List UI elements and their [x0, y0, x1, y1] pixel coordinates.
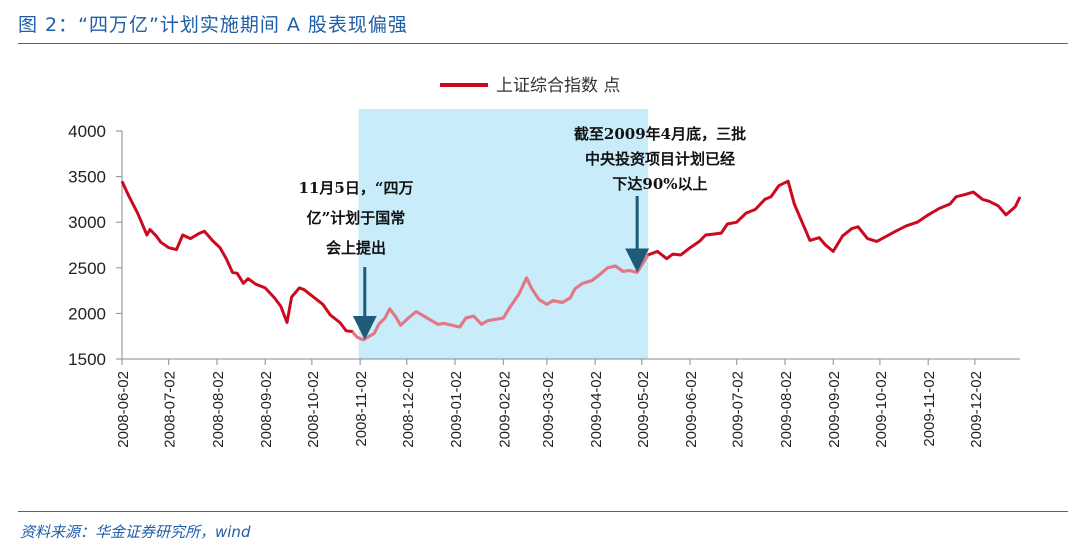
annotation-text-line: 下达90%以上 [612, 175, 707, 193]
x-tick-label: 2008-12-02 [400, 371, 417, 448]
x-tick-label: 2009-10-02 [873, 371, 890, 448]
annotation-text-line: 中央投资项目计划已经 [585, 150, 735, 168]
footer-rule [18, 511, 1068, 512]
legend: 上证综合指数 点 [440, 76, 620, 96]
x-tick-label: 2009-03-02 [540, 371, 557, 448]
y-tick-label: 2500 [68, 259, 106, 278]
series-line [120, 179, 1022, 342]
x-tick-label: 2008-06-02 [115, 371, 132, 448]
annotation-text-line: 截至2009年4月底，三批 [574, 125, 746, 143]
y-tick-label: 3500 [68, 168, 106, 187]
x-tick-label: 2009-02-02 [496, 371, 513, 448]
x-tick-label: 2008-11-02 [353, 371, 370, 447]
highlight-band [358, 109, 649, 359]
x-tick-label: 2008-09-02 [258, 371, 275, 448]
x-tick-label: 2008-10-02 [305, 371, 322, 448]
annotation-text-line: 11月5日，“四万 [299, 179, 414, 197]
x-tick-label: 2009-05-02 [635, 371, 652, 448]
x-tick-label: 2008-08-02 [210, 371, 227, 448]
y-tick-label: 1500 [68, 350, 106, 369]
x-tick-label: 2009-06-02 [683, 371, 700, 448]
annotation-text-line: 会上提出 [326, 239, 386, 257]
legend-label: 上证综合指数 点 [496, 76, 620, 96]
x-tick-label: 2009-04-02 [588, 371, 605, 448]
x-tick-label: 2009-01-02 [448, 371, 465, 448]
x-tick-label: 2009-07-02 [730, 371, 747, 448]
x-tick-label: 2009-09-02 [826, 371, 843, 448]
y-tick-label: 2000 [68, 304, 106, 323]
series-line-highlight-tint [351, 254, 650, 342]
source-note: 资料来源：华金证券研究所，wind [20, 523, 251, 541]
annotation-text-line: 亿”计划于国常 [307, 209, 406, 227]
x-tick-label: 2008-07-02 [162, 371, 179, 448]
x-tick-label: 2009-08-02 [778, 371, 795, 448]
x-tick-label: 2009-12-02 [968, 371, 985, 448]
series-group [120, 179, 1022, 342]
x-tick-label: 2009-11-02 [921, 371, 938, 447]
title-rule [18, 43, 1068, 44]
axes: 1500 2000 2500 3000 3500 4000 2008-06-02 2008-0… [68, 122, 1020, 448]
y-tick-label: 4000 [68, 122, 106, 141]
figure-title: 图 2：“四万亿”计划实施期间 A 股表现偏强 [18, 14, 408, 36]
y-tick-label: 3000 [68, 213, 106, 232]
